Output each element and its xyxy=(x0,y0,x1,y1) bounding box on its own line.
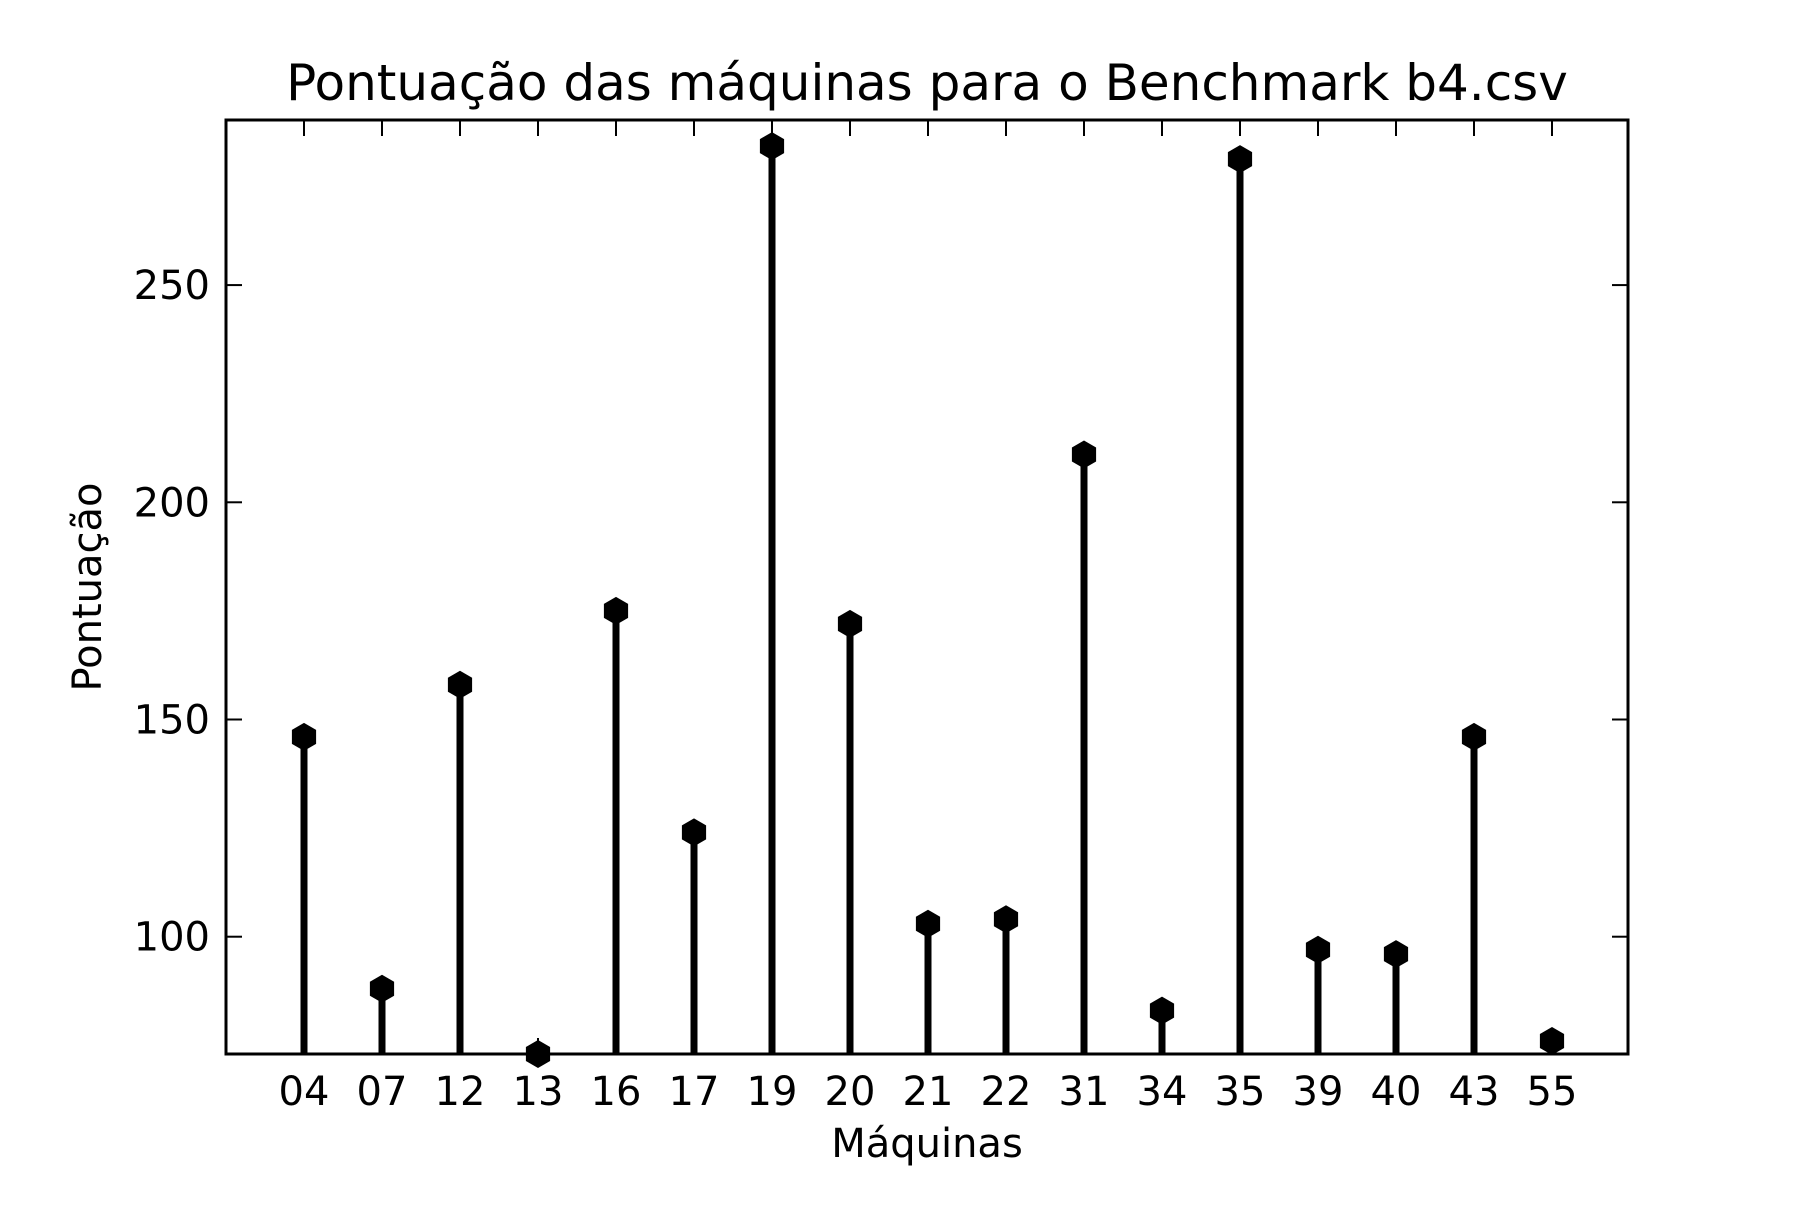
stems-layer xyxy=(291,132,1565,1068)
x-tick-label: 13 xyxy=(513,1069,564,1115)
plot-frame xyxy=(224,118,1630,1056)
y-axis-label: Pontuação xyxy=(65,482,111,691)
x-tick-label: 43 xyxy=(1449,1069,1500,1115)
x-tick-label: 35 xyxy=(1215,1069,1266,1115)
ticks-layer: 100 150 200 250 04 07 12 13 16 17 19 20 21 22 31 34 35 39… xyxy=(134,120,1628,1115)
x-tick-label: 20 xyxy=(825,1069,876,1115)
x-tick-label: 34 xyxy=(1137,1069,1188,1115)
x-tick-label: 17 xyxy=(669,1069,720,1115)
stem-marker xyxy=(1539,1027,1565,1055)
stem-marker xyxy=(681,818,707,847)
stem-marker xyxy=(447,670,473,699)
stem-marker xyxy=(1149,996,1175,1025)
y-tick-label: 200 xyxy=(134,480,210,526)
y-tick-label: 250 xyxy=(134,263,210,309)
x-tick-label: 21 xyxy=(903,1069,954,1115)
x-tick-label: 39 xyxy=(1293,1069,1344,1115)
stem-marker xyxy=(1071,440,1097,469)
x-tick-label: 31 xyxy=(1059,1069,1110,1115)
stem-marker xyxy=(1461,722,1487,751)
stem-marker xyxy=(1305,935,1331,964)
stem-marker xyxy=(993,905,1019,934)
x-tick-label: 55 xyxy=(1527,1069,1578,1115)
stem-marker xyxy=(759,132,785,161)
chart-title: Pontuação das máquinas para o Benchmark … xyxy=(286,54,1568,112)
y-tick-label: 100 xyxy=(134,915,210,961)
y-tick-label: 150 xyxy=(134,697,210,743)
x-tick-label: 22 xyxy=(981,1069,1032,1115)
x-tick-label: 16 xyxy=(591,1069,642,1115)
x-tick-label: 07 xyxy=(357,1069,408,1115)
stem-marker xyxy=(837,609,863,638)
x-tick-label: 19 xyxy=(747,1069,798,1115)
x-tick-label: 04 xyxy=(279,1069,330,1115)
x-tick-label: 12 xyxy=(435,1069,486,1115)
stem-marker xyxy=(369,974,395,1003)
stem-marker xyxy=(603,596,629,625)
stem-marker xyxy=(1227,145,1253,174)
x-axis-label: Máquinas xyxy=(831,1121,1023,1167)
x-tick-label: 40 xyxy=(1371,1069,1422,1115)
stem-marker xyxy=(1383,940,1409,969)
stem-marker xyxy=(915,909,941,938)
stem-marker xyxy=(291,722,317,751)
